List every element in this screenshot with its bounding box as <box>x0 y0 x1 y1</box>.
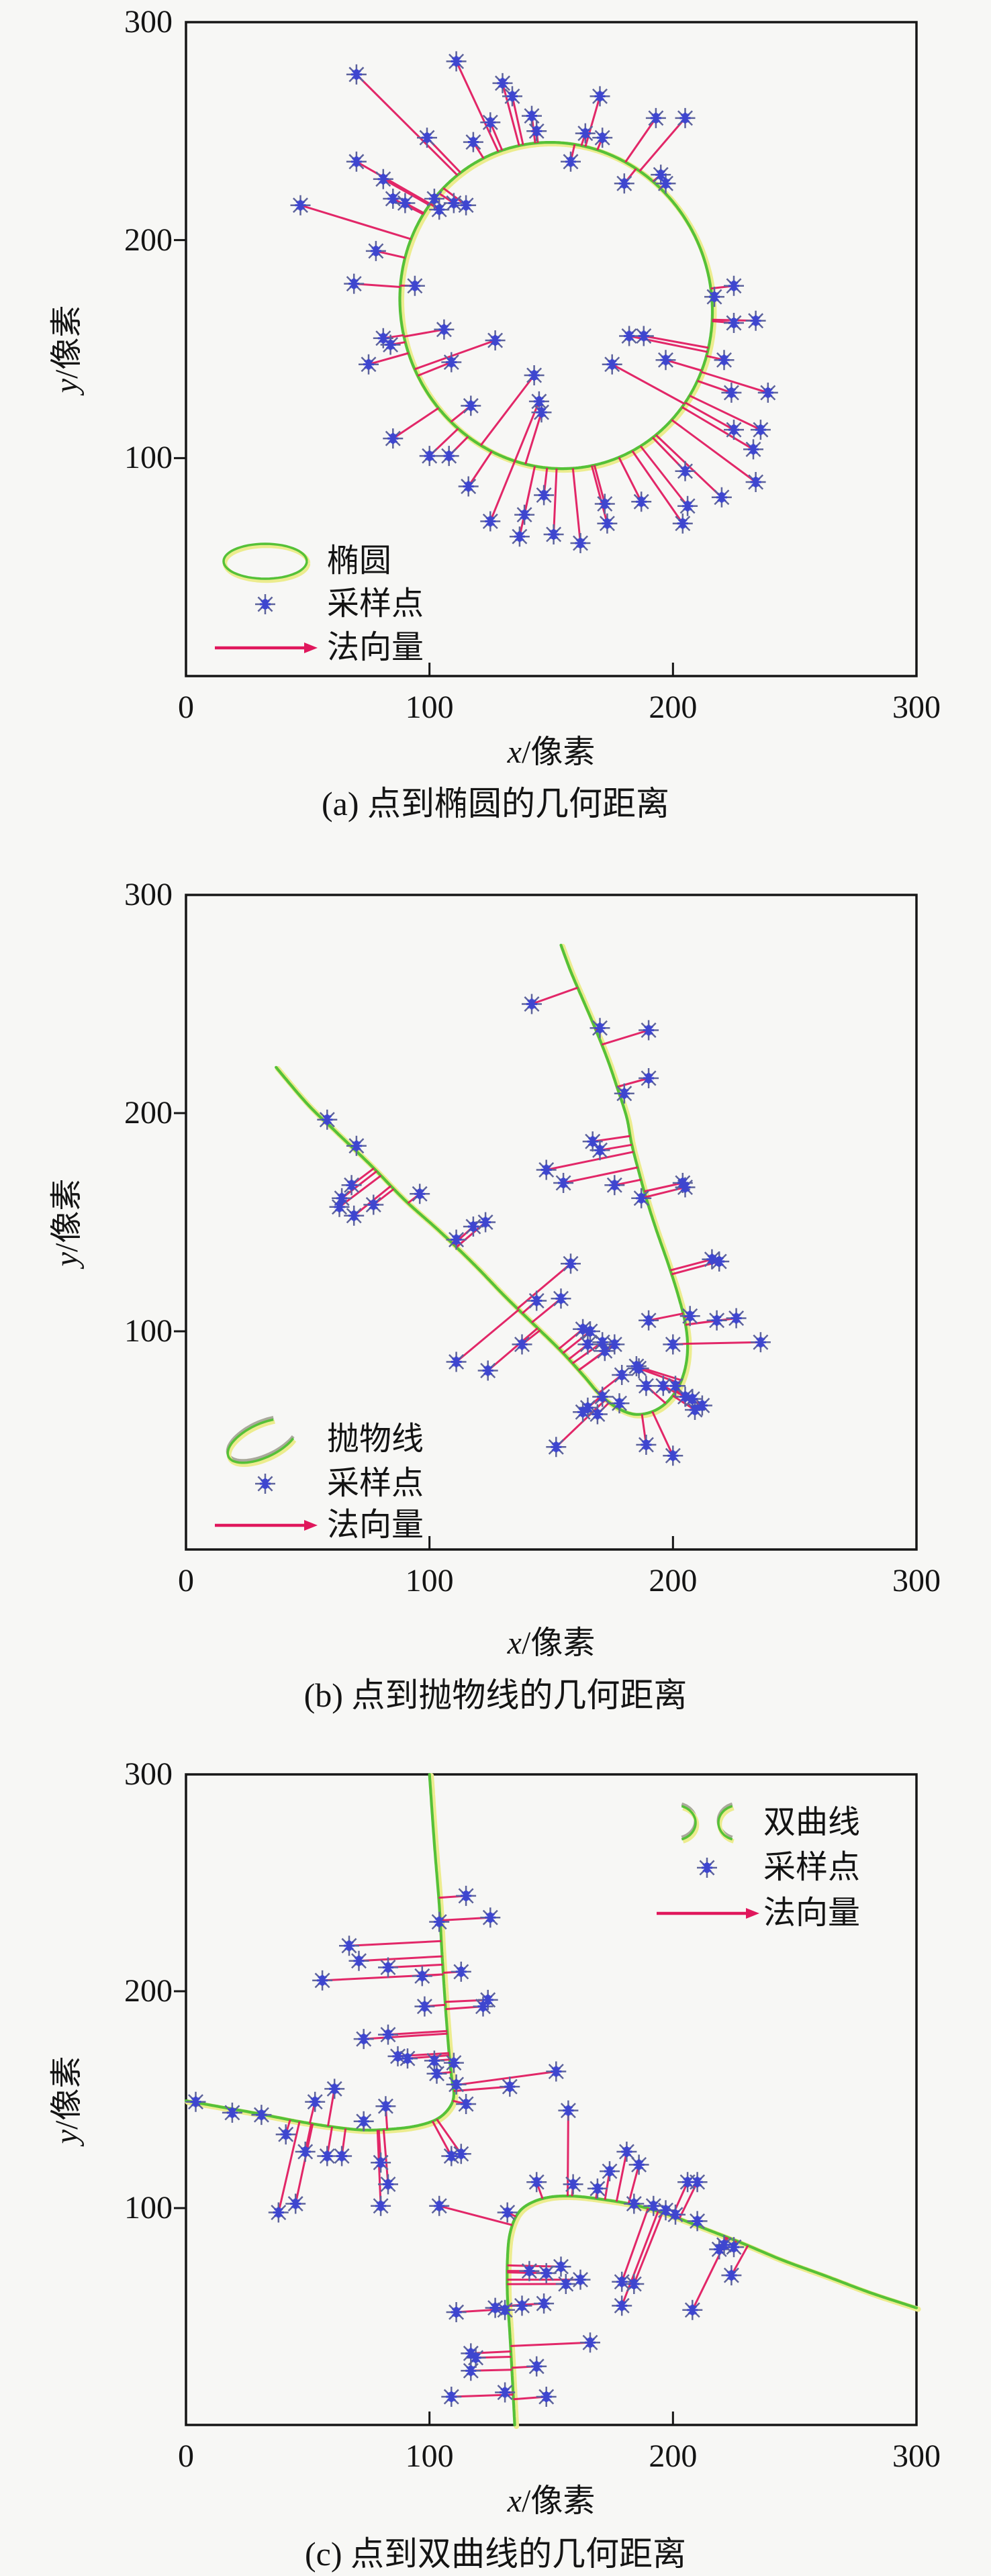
panel-a-yaxis-unit: /像素 <box>49 305 85 379</box>
legend-icons <box>215 542 318 653</box>
panel-c-xtick-100: 100 <box>405 2438 454 2474</box>
panel-a-plot-canvas <box>174 21 918 677</box>
axis-ticks <box>174 1112 674 1549</box>
panel-b-xaxis-var: x <box>507 1625 522 1661</box>
panel-c-yaxis-var: y <box>49 2129 85 2144</box>
sample-point-inner <box>295 56 773 548</box>
panel-a-ellipse: 300 200 100 0 100 200 300 x/像素 y/像素 椭圆 采… <box>0 0 991 832</box>
panel-c-plot-canvas <box>174 1772 921 2429</box>
panel-a-xtick-300: 300 <box>892 689 941 725</box>
legend-curve-yellow <box>222 543 311 583</box>
panel-a-ytick-200: 200 <box>124 222 173 258</box>
panel-b-xtick-0: 0 <box>178 1563 194 1599</box>
panel-b-yaxis-title: y/像素 <box>48 1088 86 1357</box>
panel-b-xtick-200: 200 <box>649 1563 698 1599</box>
sample-points-layer <box>290 51 778 553</box>
panel-b-xtick-300: 300 <box>892 1563 941 1599</box>
panel-c-legend-normals-label: 法向量 <box>763 1895 861 1931</box>
legend-curve-green <box>222 542 308 580</box>
panel-b-plot-canvas <box>174 894 918 1551</box>
panel-b-ytick-100: 100 <box>124 1313 173 1349</box>
normal-vector-segments <box>194 1895 749 2401</box>
panel-c-xtick-0: 0 <box>178 2438 194 2474</box>
normal-vector-segments <box>324 986 761 1456</box>
panel-a-ytick-100: 100 <box>124 440 173 476</box>
panel-c-xaxis-title: x/像素 <box>417 2483 686 2520</box>
plot-box <box>185 21 918 677</box>
panel-c-yaxis-unit: /像素 <box>49 2056 85 2130</box>
sample-points-layer <box>185 1885 744 2407</box>
axis-ticks <box>174 1990 674 2425</box>
panel-b-caption: (b) 点到抛物线的几何距离 <box>303 1676 688 1714</box>
panel-a-xtick-100: 100 <box>405 689 454 725</box>
panel-b-legend-normals-label: 法向量 <box>327 1507 424 1543</box>
legend-curve-green <box>717 1805 733 1841</box>
panel-b-xaxis-unit: /像素 <box>521 1625 596 1661</box>
true-curve-yellow <box>185 1773 459 2134</box>
panel-c-ytick-300: 300 <box>124 1756 173 1792</box>
fitted-curve-green <box>275 943 690 1416</box>
panel-a-xaxis-title: x/像素 <box>417 734 686 771</box>
true-curve-yellow <box>275 943 692 1419</box>
panel-b-yaxis-unit: /像素 <box>49 1178 85 1252</box>
panel-c-xaxis-unit: /像素 <box>521 2483 596 2519</box>
panel-a-legend-ellipse-label: 椭圆 <box>327 543 392 579</box>
panel-c-ytick-200: 200 <box>124 1973 173 2009</box>
panel-c-hyperbola: 300 200 100 0 100 200 300 x/像素 y/像素 双曲线 … <box>0 1725 991 2576</box>
panel-a-xaxis-unit: /像素 <box>521 734 596 770</box>
panel-b-ytick-200: 200 <box>124 1095 173 1131</box>
panel-c-caption: (c) 点到双曲线的几何距离 <box>305 2535 686 2573</box>
panel-a-caption: (a) 点到椭圆的几何距离 <box>322 785 669 822</box>
sample-point-cores <box>193 1891 737 2401</box>
axis-ticks <box>174 239 674 676</box>
panel-a-yaxis-var: y <box>49 379 85 393</box>
panel-a-legend-samples-label: 采样点 <box>327 586 424 622</box>
sample-point-spikes <box>185 1885 744 2407</box>
fitted-curve-green <box>184 1772 456 2132</box>
legend-normal-arrow <box>746 1908 759 1919</box>
panel-b-xtick-100: 100 <box>405 1563 454 1599</box>
sample-point-spikes <box>290 51 778 553</box>
legend-normal-arrow <box>304 642 318 653</box>
curve-layer <box>275 943 692 1419</box>
panel-c-legend-samples-label: 采样点 <box>763 1850 861 1885</box>
sample-points-layer <box>317 994 771 1466</box>
legend-icons <box>657 1802 759 1919</box>
sample-point-spikes <box>317 994 771 1466</box>
panel-b-parabola: 300 200 100 0 100 200 300 x/像素 y/像素 抛物线 … <box>0 832 991 1725</box>
panel-b-yaxis-var: y <box>49 1251 85 1266</box>
panel-a-ytick-300: 300 <box>124 4 173 40</box>
panel-a-xtick-200: 200 <box>649 689 698 725</box>
panel-b-legend-parabola-label: 抛物线 <box>327 1421 424 1457</box>
panel-c-legend-hyperbola-label: 双曲线 <box>763 1805 861 1840</box>
plot-box <box>185 894 918 1551</box>
legend-curve-green <box>681 1805 697 1841</box>
legend-icons <box>215 1416 318 1531</box>
panel-b-ytick-300: 300 <box>124 877 173 912</box>
panel-a-legend-normals-label: 法向量 <box>327 630 424 665</box>
panel-c-yaxis-title: y/像素 <box>48 1966 86 2234</box>
panel-c-xtick-200: 200 <box>649 2438 698 2474</box>
panel-b-legend-samples-label: 采样点 <box>327 1466 424 1501</box>
fitted-curve-green <box>506 2194 918 2427</box>
curve-layer <box>184 1772 921 2429</box>
panel-b-xaxis-title: x/像素 <box>417 1625 686 1662</box>
panel-c-xaxis-var: x <box>507 2483 522 2519</box>
panel-a-xaxis-var: x <box>507 734 522 770</box>
panel-c-xtick-300: 300 <box>892 2438 941 2474</box>
panel-a-xtick-0: 0 <box>178 689 194 725</box>
legend-normal-arrow <box>304 1520 318 1531</box>
panel-a-yaxis-title: y/像素 <box>48 215 86 483</box>
sample-point-cores <box>298 56 770 548</box>
sample-point-cores <box>325 999 763 1461</box>
legend-curve-green <box>226 1418 295 1464</box>
panel-c-ytick-100: 100 <box>124 2190 173 2226</box>
